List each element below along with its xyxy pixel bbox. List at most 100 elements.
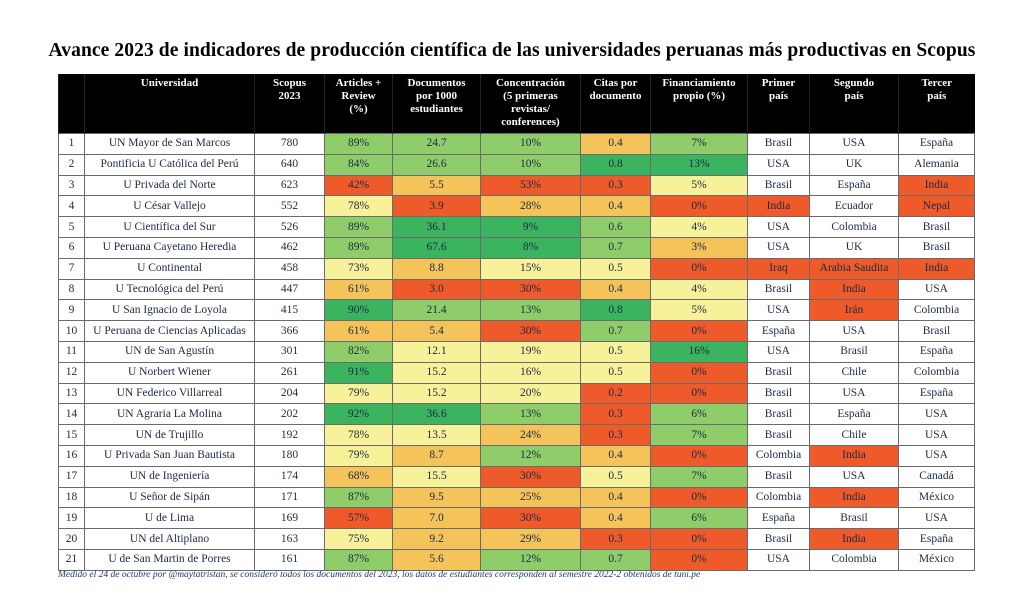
first-country: España [747, 320, 810, 342]
own-funding-pct: 3% [650, 236, 748, 259]
row-index: 13 [58, 382, 85, 405]
concentration-pct: 10% [480, 133, 581, 155]
articles-review-pct: 73% [324, 257, 393, 280]
table-row: 18 U Señor de Sipán 171 87% 9.5 25% 0.4 0% Colom… [58, 486, 975, 509]
own-funding-pct: 0% [650, 528, 748, 550]
concentration-pct: 53% [480, 174, 581, 197]
row-index: 8 [58, 278, 85, 301]
own-funding-pct: 4% [650, 216, 748, 238]
scopus-count: 780 [254, 133, 325, 155]
scopus-count: 462 [254, 236, 325, 259]
citations-per-doc: 0.3 [580, 174, 651, 197]
citations-per-doc: 0.5 [580, 361, 651, 384]
third-country: México [898, 486, 975, 509]
table-row: 16 U Privada San Juan Bautista 180 79% 8.7 12… [58, 444, 975, 467]
third-country: Colombia [898, 361, 975, 384]
row-index: 17 [58, 465, 85, 488]
scopus-count: 640 [254, 153, 325, 176]
articles-review-pct: 90% [324, 299, 393, 322]
citations-per-doc: 0.5 [580, 257, 651, 280]
scopus-count: 204 [254, 382, 325, 405]
row-index: 5 [58, 216, 85, 238]
own-funding-pct: 0% [650, 361, 748, 384]
second-country: Chile [809, 424, 899, 446]
scopus-count: 447 [254, 278, 325, 301]
second-country: USA [809, 465, 899, 488]
concentration-pct: 30% [480, 507, 581, 530]
first-country: USA [747, 548, 810, 571]
own-funding-pct: 0% [650, 548, 748, 571]
citations-per-doc: 0.5 [580, 340, 651, 363]
concentration-pct: 9% [480, 216, 581, 238]
header-articles: Articles + Review (%) [324, 74, 393, 134]
citations-per-doc: 0.4 [580, 507, 651, 530]
scopus-count: 366 [254, 320, 325, 342]
table-row: 21 U de San Martin de Porres 161 87% 5.6 12% 0… [58, 548, 975, 571]
university-name: UN de San Agustín [84, 340, 255, 363]
second-country: India [809, 278, 899, 301]
second-country: India [809, 528, 899, 550]
concentration-pct: 28% [480, 195, 581, 218]
docs-per-1000: 9.5 [392, 486, 481, 509]
scopus-count: 526 [254, 216, 325, 238]
concentration-pct: 30% [480, 278, 581, 301]
table-row: 14 UN Agraria La Molina 202 92% 36.6 13% 0.3 6%… [58, 403, 975, 426]
university-name: UN del Altiplano [84, 528, 255, 550]
row-index: 20 [58, 528, 85, 550]
table-row: 20 UN del Altiplano 163 75% 9.2 29% 0.3 0% Brasi… [58, 528, 975, 550]
citations-per-doc: 0.2 [580, 382, 651, 405]
articles-review-pct: 84% [324, 153, 393, 176]
own-funding-pct: 0% [650, 444, 748, 467]
third-country: USA [898, 403, 975, 426]
scopus-count: 171 [254, 486, 325, 509]
university-name: UN de Trujillo [84, 424, 255, 446]
articles-review-pct: 87% [324, 486, 393, 509]
university-name: U Privada San Juan Bautista [84, 444, 255, 467]
second-country: USA [809, 133, 899, 155]
own-funding-pct: 0% [650, 486, 748, 509]
first-country: India [747, 195, 810, 218]
header-row: Universidad Scopus 2023 Articles + Review(… [58, 74, 975, 134]
row-index: 21 [58, 548, 85, 571]
row-index: 1 [58, 133, 85, 155]
docs-per-1000: 5.5 [392, 174, 481, 197]
third-country: Nepal [898, 195, 975, 218]
table-row: 11 UN de San Agustín 301 82% 12.1 19% 0.5 16% US… [58, 340, 975, 363]
citations-per-doc: 0.4 [580, 278, 651, 301]
row-index: 6 [58, 236, 85, 259]
docs-per-1000: 5.6 [392, 548, 481, 571]
docs-per-1000: 26.6 [392, 153, 481, 176]
third-country: Brasil [898, 320, 975, 342]
docs-per-1000: 67.6 [392, 236, 481, 259]
own-funding-pct: 5% [650, 299, 748, 322]
first-country: USA [747, 299, 810, 322]
row-index: 3 [58, 174, 85, 197]
docs-per-1000: 21.4 [392, 299, 481, 322]
third-country: España [898, 528, 975, 550]
articles-review-pct: 42% [324, 174, 393, 197]
first-country: Brasil [747, 361, 810, 384]
docs-per-1000: 8.8 [392, 257, 481, 280]
university-name: U Norbert Wiener [84, 361, 255, 384]
concentration-pct: 13% [480, 299, 581, 322]
row-index: 19 [58, 507, 85, 530]
row-index: 15 [58, 424, 85, 446]
first-country: Brasil [747, 174, 810, 197]
university-name: U de San Martin de Porres [84, 548, 255, 571]
third-country: India [898, 257, 975, 280]
concentration-pct: 8% [480, 236, 581, 259]
scopus-count: 180 [254, 444, 325, 467]
row-index: 12 [58, 361, 85, 384]
citations-per-doc: 0.5 [580, 465, 651, 488]
second-country: UK [809, 153, 899, 176]
citations-per-doc: 0.3 [580, 403, 651, 426]
first-country: USA [747, 340, 810, 363]
header-citas: Citas por documento [580, 74, 651, 134]
second-country: USA [809, 320, 899, 342]
third-country: USA [898, 278, 975, 301]
concentration-pct: 25% [480, 486, 581, 509]
